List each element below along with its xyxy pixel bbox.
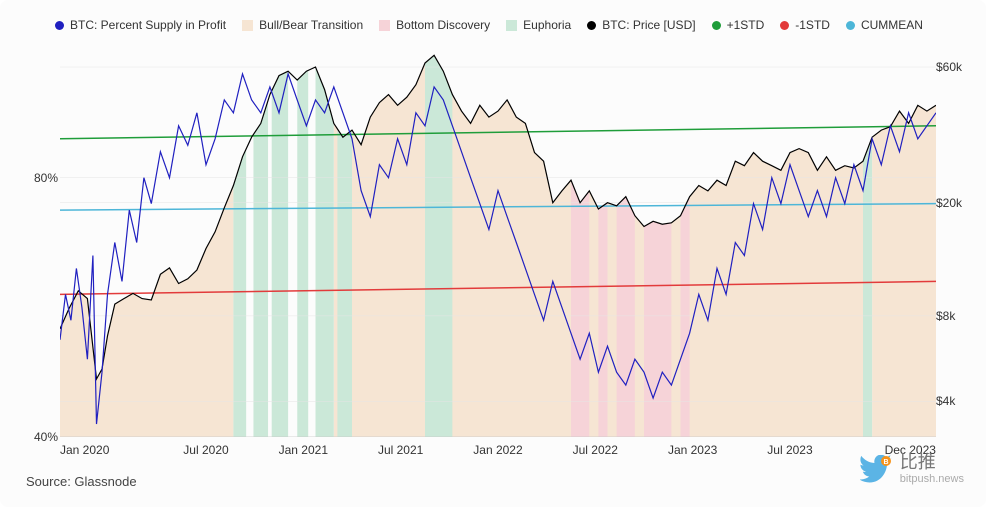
y-tick-right: $8k xyxy=(936,309,955,323)
legend-swatch xyxy=(846,21,855,30)
legend-item: Bull/Bear Transition xyxy=(242,18,363,32)
legend-item: +1STD xyxy=(712,18,765,32)
y-tick-right: $60k xyxy=(936,60,962,74)
legend-swatch xyxy=(55,21,64,30)
legend-label: BTC: Percent Supply in Profit xyxy=(70,18,226,32)
legend-label: CUMMEAN xyxy=(861,18,923,32)
bird-icon: B xyxy=(860,455,894,483)
x-tick: Jan 2022 xyxy=(449,443,546,457)
y-tick-left: 40% xyxy=(34,430,58,444)
x-tick: Jul 2022 xyxy=(547,443,644,457)
x-tick: Jul 2021 xyxy=(352,443,449,457)
legend-swatch xyxy=(242,20,253,31)
legend-swatch xyxy=(587,21,596,30)
legend-swatch xyxy=(712,21,721,30)
y-tick-right: $4k xyxy=(936,394,955,408)
legend-swatch xyxy=(506,20,517,31)
legend-item: Bottom Discovery xyxy=(379,18,490,32)
legend-label: Bottom Discovery xyxy=(396,18,490,32)
legend: BTC: Percent Supply in Profit Bull/Bear T… xyxy=(0,0,986,42)
legend-label: BTC: Price [USD] xyxy=(602,18,695,32)
y-tick-left: 80% xyxy=(34,171,58,185)
watermark-url: bitpush.news xyxy=(900,473,964,485)
legend-item: BTC: Price [USD] xyxy=(587,18,695,32)
legend-label: Bull/Bear Transition xyxy=(259,18,363,32)
legend-label: +1STD xyxy=(727,18,765,32)
y-ticks-left: 40%80% xyxy=(28,48,58,437)
x-tick: Jan 2021 xyxy=(255,443,352,457)
watermark: B 比推 bitpush.news xyxy=(860,453,964,485)
x-tick: Jul 2023 xyxy=(741,443,838,457)
chart-container: BTC: Percent Supply in Profit Bull/Bear T… xyxy=(0,0,986,507)
legend-swatch xyxy=(780,21,789,30)
legend-label: Euphoria xyxy=(523,18,571,32)
x-tick: Jan 2023 xyxy=(644,443,741,457)
x-tick: Jul 2020 xyxy=(157,443,254,457)
plot-area xyxy=(60,48,936,437)
svg-text:B: B xyxy=(883,459,888,466)
legend-item: -1STD xyxy=(780,18,830,32)
x-axis: Jan 2020Jul 2020Jan 2021Jul 2021Jan 2022… xyxy=(60,443,936,457)
legend-swatch xyxy=(379,20,390,31)
x-tick: Jan 2020 xyxy=(60,443,157,457)
legend-item: CUMMEAN xyxy=(846,18,923,32)
y-tick-right: $20k xyxy=(936,196,962,210)
source-text: Source: Glassnode xyxy=(26,474,137,489)
watermark-cn: 比推 xyxy=(900,453,936,473)
y-ticks-right: $4k $8k $20k $60k xyxy=(936,48,980,437)
legend-label: -1STD xyxy=(795,18,830,32)
legend-item: BTC: Percent Supply in Profit xyxy=(55,18,226,32)
legend-item: Euphoria xyxy=(506,18,571,32)
